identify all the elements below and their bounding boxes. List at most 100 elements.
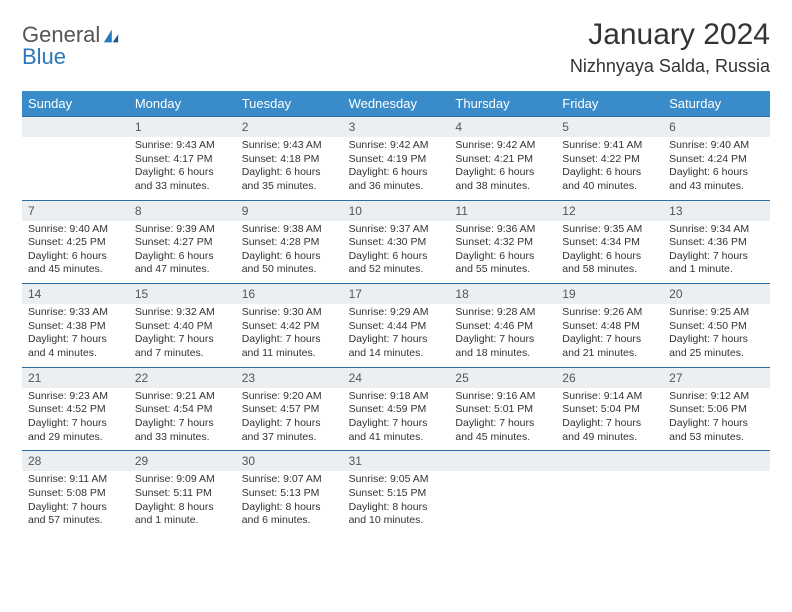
day-info: Sunrise: 9:35 AMSunset: 4:34 PMDaylight:… <box>556 221 663 284</box>
month-title: January 2024 <box>570 18 770 52</box>
sunset-text: Sunset: 4:38 PM <box>28 320 125 334</box>
daylight-text: Daylight: 8 hours and 1 minute. <box>135 501 232 528</box>
day-info: Sunrise: 9:41 AMSunset: 4:22 PMDaylight:… <box>556 137 663 200</box>
day-number <box>663 451 770 471</box>
daylight-text: Daylight: 6 hours and 52 minutes. <box>349 250 446 277</box>
sunset-text: Sunset: 4:54 PM <box>135 403 232 417</box>
daylight-text: Daylight: 6 hours and 38 minutes. <box>455 166 552 193</box>
sunrise-text: Sunrise: 9:26 AM <box>562 306 659 320</box>
day-info: Sunrise: 9:43 AMSunset: 4:18 PMDaylight:… <box>236 137 343 200</box>
sunrise-text: Sunrise: 9:40 AM <box>28 223 125 237</box>
weeks-container: 123456Sunrise: 9:43 AMSunset: 4:17 PMDay… <box>22 116 770 534</box>
day-info: Sunrise: 9:11 AMSunset: 5:08 PMDaylight:… <box>22 471 129 534</box>
day-info: Sunrise: 9:42 AMSunset: 4:19 PMDaylight:… <box>343 137 450 200</box>
daylight-text: Daylight: 6 hours and 43 minutes. <box>669 166 766 193</box>
sunrise-text: Sunrise: 9:36 AM <box>455 223 552 237</box>
day-info <box>663 471 770 534</box>
day-number: 19 <box>556 284 663 304</box>
day-info: Sunrise: 9:40 AMSunset: 4:24 PMDaylight:… <box>663 137 770 200</box>
daylight-text: Daylight: 7 hours and 11 minutes. <box>242 333 339 360</box>
sunrise-text: Sunrise: 9:43 AM <box>135 139 232 153</box>
brand-word2: Blue <box>22 46 121 68</box>
sunset-text: Sunset: 4:50 PM <box>669 320 766 334</box>
daylight-text: Daylight: 7 hours and 37 minutes. <box>242 417 339 444</box>
day-number: 20 <box>663 284 770 304</box>
info-row: Sunrise: 9:40 AMSunset: 4:25 PMDaylight:… <box>22 221 770 284</box>
day-number: 9 <box>236 201 343 221</box>
day-info: Sunrise: 9:12 AMSunset: 5:06 PMDaylight:… <box>663 388 770 451</box>
day-info: Sunrise: 9:34 AMSunset: 4:36 PMDaylight:… <box>663 221 770 284</box>
sunrise-text: Sunrise: 9:21 AM <box>135 390 232 404</box>
day-number: 11 <box>449 201 556 221</box>
daylight-text: Daylight: 7 hours and 1 minute. <box>669 250 766 277</box>
sunrise-text: Sunrise: 9:42 AM <box>349 139 446 153</box>
sail-icon <box>101 28 121 44</box>
day-number: 14 <box>22 284 129 304</box>
day-number: 10 <box>343 201 450 221</box>
daylight-text: Daylight: 7 hours and 29 minutes. <box>28 417 125 444</box>
page-header: GeneralBlue January 2024 Nizhnyaya Salda… <box>22 18 770 77</box>
sunset-text: Sunset: 4:34 PM <box>562 236 659 250</box>
sunrise-text: Sunrise: 9:42 AM <box>455 139 552 153</box>
sunset-text: Sunset: 4:19 PM <box>349 153 446 167</box>
daylight-text: Daylight: 7 hours and 25 minutes. <box>669 333 766 360</box>
daylight-text: Daylight: 6 hours and 50 minutes. <box>242 250 339 277</box>
day-info: Sunrise: 9:43 AMSunset: 4:17 PMDaylight:… <box>129 137 236 200</box>
day-info <box>449 471 556 534</box>
daynum-row: 21222324252627 <box>22 367 770 388</box>
daylight-text: Daylight: 7 hours and 57 minutes. <box>28 501 125 528</box>
day-number: 25 <box>449 368 556 388</box>
sunset-text: Sunset: 4:25 PM <box>28 236 125 250</box>
day-info: Sunrise: 9:32 AMSunset: 4:40 PMDaylight:… <box>129 304 236 367</box>
sunrise-text: Sunrise: 9:32 AM <box>135 306 232 320</box>
daylabel-sat: Saturday <box>663 91 770 116</box>
day-number: 27 <box>663 368 770 388</box>
sunset-text: Sunset: 4:18 PM <box>242 153 339 167</box>
day-number: 17 <box>343 284 450 304</box>
day-number: 7 <box>22 201 129 221</box>
day-info: Sunrise: 9:29 AMSunset: 4:44 PMDaylight:… <box>343 304 450 367</box>
daylight-text: Daylight: 8 hours and 10 minutes. <box>349 501 446 528</box>
daylight-text: Daylight: 7 hours and 18 minutes. <box>455 333 552 360</box>
sunset-text: Sunset: 4:36 PM <box>669 236 766 250</box>
daynum-row: 123456 <box>22 116 770 137</box>
day-info <box>556 471 663 534</box>
sunrise-text: Sunrise: 9:20 AM <box>242 390 339 404</box>
day-info: Sunrise: 9:28 AMSunset: 4:46 PMDaylight:… <box>449 304 556 367</box>
day-number: 30 <box>236 451 343 471</box>
sunset-text: Sunset: 5:04 PM <box>562 403 659 417</box>
daylight-text: Daylight: 8 hours and 6 minutes. <box>242 501 339 528</box>
day-info: Sunrise: 9:23 AMSunset: 4:52 PMDaylight:… <box>22 388 129 451</box>
title-block: January 2024 Nizhnyaya Salda, Russia <box>570 18 770 77</box>
daynum-row: 14151617181920 <box>22 283 770 304</box>
sunset-text: Sunset: 5:11 PM <box>135 487 232 501</box>
day-number: 12 <box>556 201 663 221</box>
daylight-text: Daylight: 6 hours and 47 minutes. <box>135 250 232 277</box>
day-info: Sunrise: 9:21 AMSunset: 4:54 PMDaylight:… <box>129 388 236 451</box>
daynum-row: 78910111213 <box>22 200 770 221</box>
day-number <box>449 451 556 471</box>
sunrise-text: Sunrise: 9:38 AM <box>242 223 339 237</box>
day-number: 6 <box>663 117 770 137</box>
day-info: Sunrise: 9:07 AMSunset: 5:13 PMDaylight:… <box>236 471 343 534</box>
day-number <box>22 117 129 137</box>
day-number: 1 <box>129 117 236 137</box>
sunset-text: Sunset: 5:15 PM <box>349 487 446 501</box>
day-number: 13 <box>663 201 770 221</box>
day-number: 16 <box>236 284 343 304</box>
sunset-text: Sunset: 4:46 PM <box>455 320 552 334</box>
day-info: Sunrise: 9:18 AMSunset: 4:59 PMDaylight:… <box>343 388 450 451</box>
day-number <box>556 451 663 471</box>
daylight-text: Daylight: 6 hours and 45 minutes. <box>28 250 125 277</box>
sunset-text: Sunset: 5:06 PM <box>669 403 766 417</box>
day-number: 8 <box>129 201 236 221</box>
daylight-text: Daylight: 7 hours and 49 minutes. <box>562 417 659 444</box>
day-number: 31 <box>343 451 450 471</box>
day-number: 3 <box>343 117 450 137</box>
sunrise-text: Sunrise: 9:35 AM <box>562 223 659 237</box>
location-label: Nizhnyaya Salda, Russia <box>570 56 770 77</box>
sunset-text: Sunset: 4:30 PM <box>349 236 446 250</box>
day-info: Sunrise: 9:14 AMSunset: 5:04 PMDaylight:… <box>556 388 663 451</box>
day-number: 28 <box>22 451 129 471</box>
day-number: 29 <box>129 451 236 471</box>
